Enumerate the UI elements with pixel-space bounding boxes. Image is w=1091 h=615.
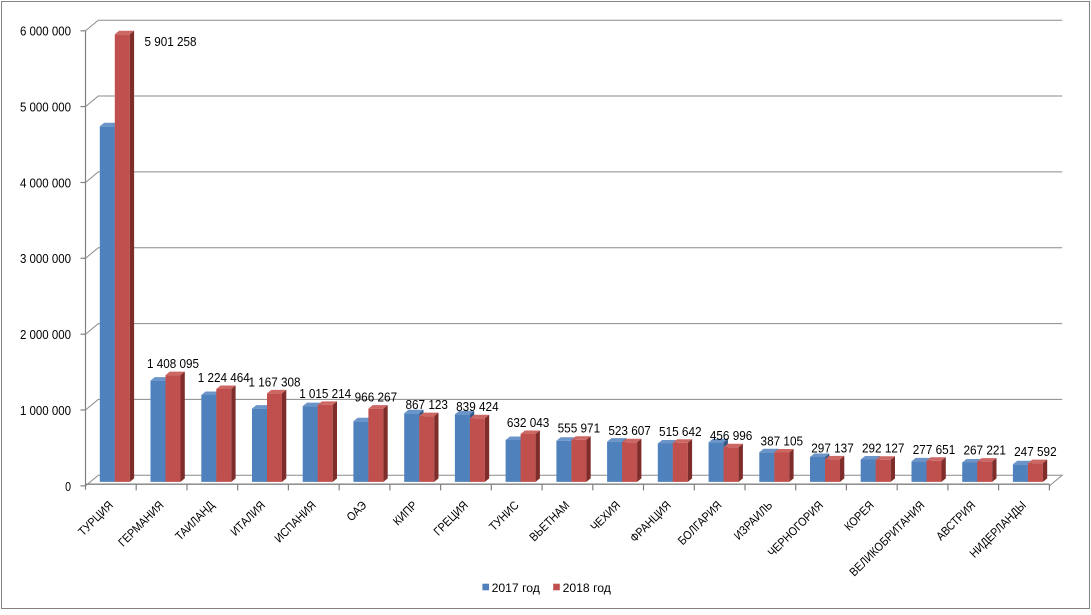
svg-text:456 996: 456 996	[710, 429, 753, 443]
svg-text:5 000 000: 5 000 000	[20, 101, 71, 115]
svg-text:1 167 308: 1 167 308	[249, 375, 301, 389]
svg-text:966 267: 966 267	[355, 391, 398, 405]
svg-text:6 000 000: 6 000 000	[20, 25, 71, 39]
svg-text:2 000 000: 2 000 000	[20, 328, 71, 342]
svg-text:0: 0	[65, 480, 71, 494]
svg-text:867 123: 867 123	[405, 398, 448, 412]
svg-text:267 221: 267 221	[963, 444, 1006, 458]
svg-text:247 592: 247 592	[1014, 445, 1057, 459]
svg-text:1 224 464: 1 224 464	[198, 371, 250, 385]
svg-text:2017 год: 2017 год	[492, 581, 540, 595]
svg-text:297 137: 297 137	[811, 441, 854, 455]
svg-text:3 000 000: 3 000 000	[20, 252, 71, 266]
svg-text:1 408 095: 1 408 095	[147, 357, 199, 371]
svg-text:1 015 214: 1 015 214	[299, 387, 351, 401]
svg-text:632 043: 632 043	[507, 416, 550, 430]
svg-text:515 642: 515 642	[659, 425, 702, 439]
svg-text:839 424: 839 424	[456, 400, 499, 414]
svg-text:292 127: 292 127	[862, 442, 905, 456]
svg-text:4 000 000: 4 000 000	[20, 176, 71, 190]
svg-text:523 607: 523 607	[608, 424, 651, 438]
svg-text:5 901 258: 5 901 258	[145, 35, 197, 49]
svg-text:2018 год: 2018 год	[563, 581, 611, 595]
svg-text:1 000 000: 1 000 000	[20, 404, 71, 418]
svg-text:387 105: 387 105	[761, 435, 804, 449]
svg-text:277 651: 277 651	[913, 443, 956, 457]
svg-text:555 971: 555 971	[558, 422, 601, 436]
